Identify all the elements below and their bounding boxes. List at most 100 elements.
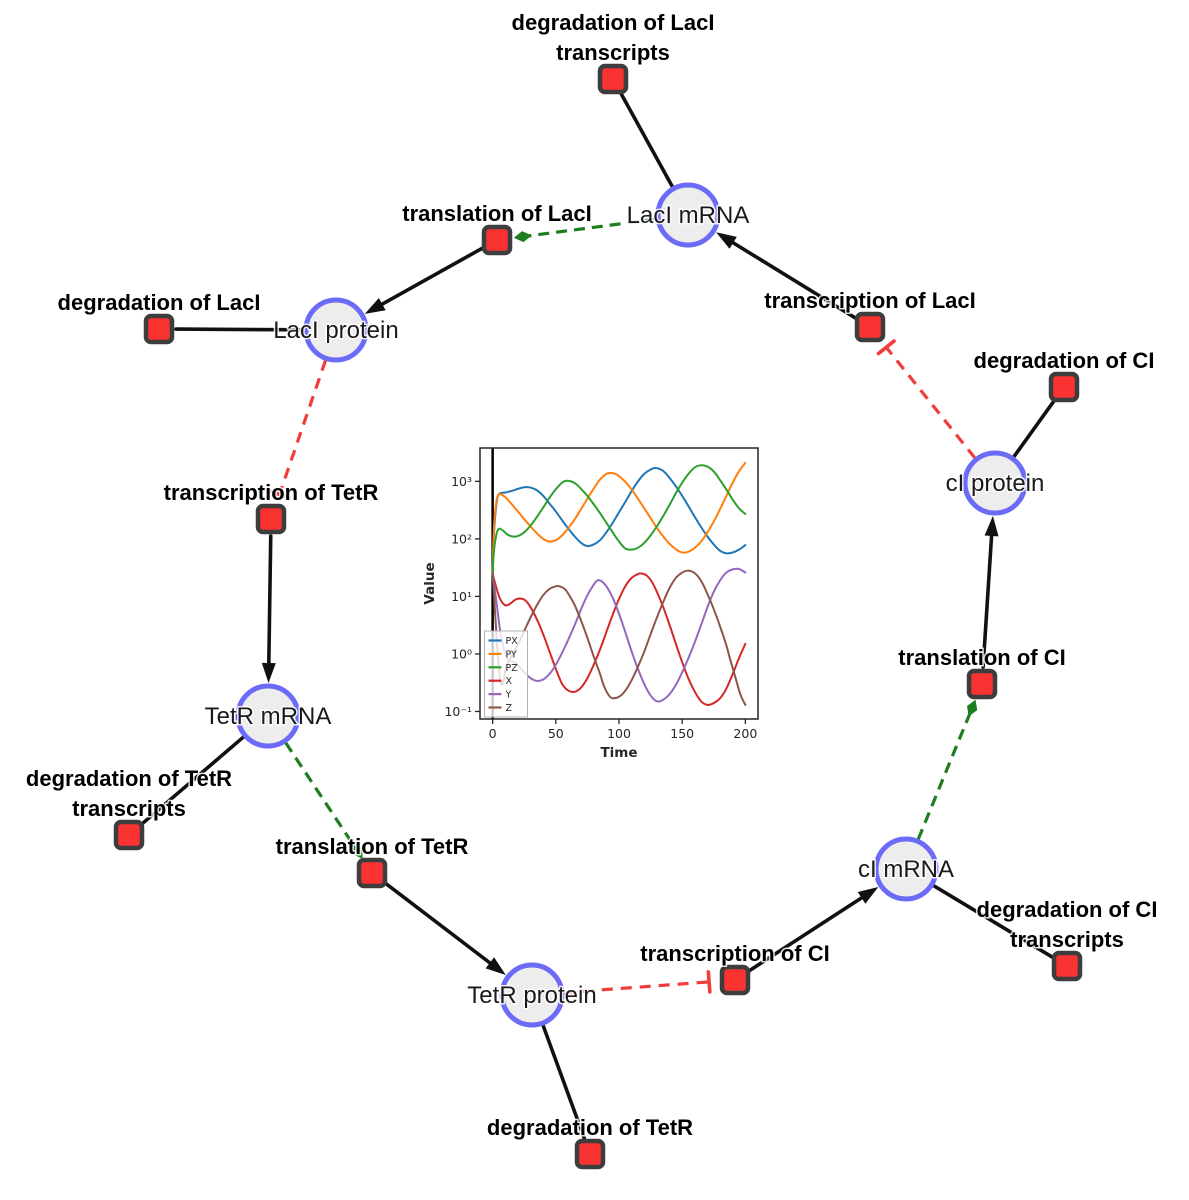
y-tick-label: 10⁰ [451,646,472,661]
edge-production-translation-of-tetr-to-tetr-protein [383,881,506,975]
reaction-node-degradation-of-tetr-transcripts[interactable] [113,819,145,851]
reaction-label-transcription-of-ci-line0: transcription of CI [640,941,829,966]
species-node-laci-protein[interactable] [303,297,369,363]
x-tick-label: 100 [607,726,631,741]
y-tick-label: 10³ [451,474,472,489]
reaction-node-degradation-of-ci-transcripts[interactable] [1051,950,1083,982]
species-node-tetr-protein[interactable] [499,962,565,1028]
product-line [383,881,497,969]
y-axis-label: Value [422,562,438,604]
reaction-label-translation-of-tetr-line0: translation of TetR [276,834,469,859]
reaction-label-degradation-of-laci-line0: degradation of LacI [58,290,261,315]
reaction-node-degradation-of-tetr[interactable] [574,1138,606,1170]
reaction-node-translation-of-tetr[interactable] [356,857,388,889]
diamond-arrowhead-icon [352,843,363,859]
catalysis-line [916,712,972,841]
legend-entry-Y: Y [505,690,512,701]
product-line [747,892,869,973]
reactant-line [140,735,246,826]
reactant-line [174,327,306,332]
curve-PX [491,467,747,575]
product-line [981,528,994,669]
inhibition-line [277,359,328,495]
reaction-node-degradation-of-laci[interactable] [143,313,175,345]
reaction-label-translation-of-ci-line0: translation of CI [898,645,1065,670]
inset-chart: 0 50 100 150 20010⁻¹10⁰10¹10²10³TimeValuePXP… [422,447,759,761]
edge-consumption-ci-mrna-to-degradation-of-ci-transcripts [931,883,1055,960]
reaction-label-degradation-of-tetr-transcripts-line0: degradation of TetR [26,766,232,791]
species-label-ci-mrna: cI mRNA [858,856,954,883]
reaction-node-degradation-of-laci-transcripts[interactable] [597,63,629,95]
y-tick-label: 10⁻¹ [444,704,472,719]
edge-catalysis-tetr-mrna-to-translation-of-tetr [284,741,363,859]
diamond-arrowhead-icon [513,231,532,243]
nodes-layer [113,63,1083,1170]
reaction-node-transcription-of-laci[interactable] [854,311,886,343]
arrowhead-icon [364,298,386,314]
legend: PX PY PZ XYZ [484,630,528,718]
reaction-label-degradation-of-tetr-line0: degradation of TetR [487,1115,693,1140]
legend-entry-PX: PX [506,636,519,647]
reaction-node-degradation-of-ci[interactable] [1048,371,1080,403]
reaction-node-transcription-of-ci[interactable] [719,964,751,996]
species-label-tetr-mrna: TetR mRNA [205,703,332,730]
legend-entry-PZ: PZ [506,663,519,674]
curve-PZ [491,464,747,575]
x-tick-label: 200 [733,726,757,741]
species-label-tetr-protein: TetR protein [467,982,596,1009]
inhibition-line [885,346,977,460]
edge-consumption-ci-protein-to-degradation-of-ci [1011,399,1056,459]
species-node-tetr-mrna[interactable] [235,683,301,749]
arrowhead-icon [857,886,879,904]
x-tick-label: 0 [489,726,497,741]
inhibition-tee-icon [268,489,291,500]
catalysis-line [527,217,657,238]
reaction-label-transcription-of-tetr-line0: transcription of TetR [164,480,379,505]
arrowhead-icon [984,515,999,537]
edge-inhibition-ci-protein-to-transcription-of-laci [876,339,977,460]
reaction-node-transcription-of-tetr[interactable] [255,503,287,535]
edge-inhibition-laci-protein-to-transcription-of-tetr [268,359,328,500]
reactant-line [619,92,675,189]
y-tick-label: 10¹ [451,589,472,604]
edge-production-translation-of-ci-to-ci-protein [981,515,999,669]
reaction-node-translation-of-ci[interactable] [966,668,998,700]
reaction-label-degradation-of-ci-transcripts-line1: transcripts [1010,927,1124,952]
edge-consumption-laci-mrna-to-degradation-of-laci-transcripts [619,92,675,189]
arrowhead-icon [261,662,276,684]
reaction-node-translation-of-laci[interactable] [481,224,513,256]
reactant-line [541,1023,586,1140]
species-node-ci-mrna[interactable] [873,836,939,902]
arrowhead-icon [485,957,506,975]
edges-layer [140,92,1056,1140]
species-label-laci-protein: LacI protein [273,317,398,344]
reaction-label-degradation-of-laci-transcripts-line1: transcripts [556,40,670,65]
product-line [266,534,273,671]
edge-production-translation-of-laci-to-laci-protein [364,246,484,314]
edge-catalysis-laci-mrna-to-translation-of-laci [513,217,657,243]
inhibition-tee-icon [876,339,896,356]
x-tick-label: 150 [670,726,694,741]
reactant-line [931,883,1055,960]
reaction-label-translation-of-laci-line0: translation of LacI [402,201,591,226]
reaction-label-degradation-of-laci-transcripts-line0: degradation of LacI [512,10,715,35]
reaction-label-degradation-of-ci-line0: degradation of CI [974,348,1155,373]
reaction-label-degradation-of-ci-transcripts-line0: degradation of CI [977,897,1158,922]
y-tick-label: 10² [451,531,472,546]
labels-layer: LacI mRNA LacI protein cI protein TetR mRNA… [24,9,1159,1142]
edge-consumption-tetr-protein-to-degradation-of-tetr [541,1023,586,1140]
species-node-ci-protein[interactable] [962,450,1028,516]
x-tick-label: 50 [548,726,564,741]
species-label-ci-protein: cI protein [946,470,1045,497]
diamond-arrowhead-icon [967,699,978,717]
legend-box [484,630,528,718]
legend-entry-Z: Z [506,703,513,714]
reactant-line [1011,399,1056,459]
reaction-label-degradation-of-tetr-transcripts-line1: transcripts [72,796,186,821]
reaction-label-transcription-of-laci-line0: transcription of LacI [764,288,975,313]
species-node-laci-mrna[interactable] [655,182,721,248]
legend-entry-X: X [506,676,513,687]
edge-catalysis-ci-mrna-to-translation-of-ci [916,699,978,841]
product-line [375,246,484,309]
